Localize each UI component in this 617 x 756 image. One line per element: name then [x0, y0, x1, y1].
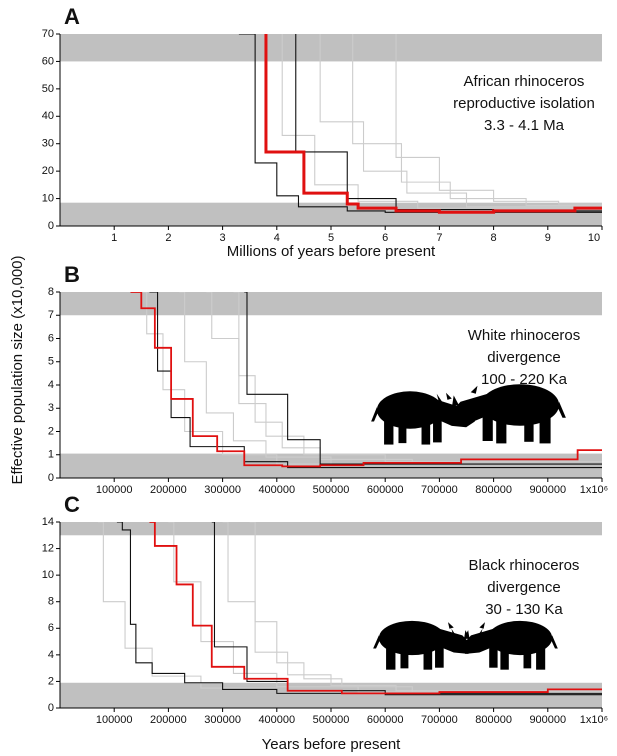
shaded-band [60, 202, 602, 226]
step-line [264, 34, 602, 214]
y-tick-label: 10 [42, 192, 54, 204]
shaded-band [60, 292, 602, 316]
x-tick-label: 3 [220, 232, 226, 244]
y-tick-label: 2 [48, 425, 54, 437]
y-tick-label: 6 [48, 332, 54, 344]
step-line [168, 522, 602, 693]
x-tick-label: 300000 [204, 484, 241, 496]
y-tick-label: 60 [42, 55, 54, 67]
shaded-band [60, 34, 602, 62]
y-tick-label: 8 [48, 286, 54, 298]
step-line [352, 34, 602, 206]
y-tick-label: 1 [48, 449, 54, 461]
y-tick-label: 20 [42, 165, 54, 177]
x-tick-label: 2 [165, 232, 171, 244]
y-axis-label: Effective population size (x10,000) [9, 255, 26, 484]
x-tick-label: 600000 [367, 484, 404, 496]
x-tick-label: 1 [111, 232, 117, 244]
x-tick-label: 600000 [367, 714, 404, 726]
y-tick-label: 0 [48, 472, 54, 484]
y-tick-label: 50 [42, 83, 54, 95]
x-tick-label: 300000 [204, 714, 241, 726]
panel-letter: B [64, 262, 80, 287]
x-tick-label: 700000 [421, 484, 458, 496]
step-line [141, 292, 602, 465]
y-tick-label: 10 [42, 569, 54, 581]
x-tick-label: 8 [491, 232, 497, 244]
annotation: divergence [487, 579, 560, 596]
step-line [319, 34, 602, 208]
y-tick-label: 30 [42, 138, 54, 150]
panel: 0 2 4 6 8 10 12 14 100000 200000 300000 400000 50000… [42, 492, 608, 753]
x-tick-label: 1x10⁶ [580, 484, 608, 496]
x-tick-label: 100000 [96, 714, 133, 726]
y-tick-label: 8 [48, 596, 54, 608]
step-line [244, 292, 602, 465]
step-line [233, 292, 602, 465]
y-tick-label: 4 [48, 649, 54, 661]
panel: 0 10 20 30 40 50 60 70 1 2 3 4 5 6 7 8 9 10 A African rhino… [42, 4, 603, 260]
annotation: 3.3 - 4.1 Ma [484, 117, 565, 134]
step-line [116, 522, 602, 694]
y-tick-label: 40 [42, 110, 54, 122]
x-axis-label: Millions of years before present [227, 243, 436, 260]
x-tick-label: 400000 [258, 714, 295, 726]
annotation: Black rhinoceros [469, 557, 580, 574]
x-tick-label: 10 [588, 232, 600, 244]
panel-letter: A [64, 4, 80, 29]
step-line [179, 292, 602, 465]
y-tick-label: 7 [48, 309, 54, 321]
x-tick-label: 800000 [475, 714, 512, 726]
x-tick-label: 800000 [475, 484, 512, 496]
x-tick-label: 700000 [421, 714, 458, 726]
step-line [149, 292, 602, 469]
x-tick-label: 1x10⁶ [580, 714, 608, 726]
y-tick-label: 2 [48, 675, 54, 687]
annotation: White rhinoceros [468, 327, 581, 344]
x-tick-label: 200000 [150, 484, 187, 496]
y-tick-label: 0 [48, 702, 54, 714]
panel: 0 1 2 3 4 5 6 7 8 100000 200000 300000 400000 500000 6… [9, 255, 608, 495]
step-line [395, 34, 602, 205]
x-tick-label: 4 [274, 232, 280, 244]
shaded-band [60, 522, 602, 536]
x-tick-label: 9 [545, 232, 551, 244]
x-tick-label: 500000 [313, 714, 350, 726]
y-tick-label: 6 [48, 622, 54, 634]
x-axis-label: Years before present [262, 736, 402, 753]
step-line [130, 292, 602, 468]
y-tick-label: 4 [48, 379, 54, 391]
x-tick-label: 900000 [529, 484, 566, 496]
x-tick-label: 400000 [258, 484, 295, 496]
panel-letter: C [64, 492, 80, 517]
step-line [149, 522, 602, 695]
y-tick-label: 14 [42, 516, 54, 528]
step-line [281, 34, 602, 209]
step-line [238, 34, 602, 213]
y-tick-label: 70 [42, 28, 54, 40]
x-tick-label: 5 [328, 232, 334, 244]
x-tick-label: 900000 [529, 714, 566, 726]
annotation: divergence [487, 349, 560, 366]
step-line [206, 292, 602, 463]
x-tick-label: 7 [436, 232, 442, 244]
annotation: reproductive isolation [453, 95, 595, 112]
x-tick-label: 6 [382, 232, 388, 244]
y-tick-label: 5 [48, 356, 54, 368]
y-tick-label: 3 [48, 402, 54, 414]
x-tick-label: 500000 [313, 484, 350, 496]
y-tick-label: 0 [48, 220, 54, 232]
x-tick-label: 100000 [96, 484, 133, 496]
y-tick-label: 12 [42, 542, 54, 554]
annotation: African rhinoceros [464, 73, 585, 90]
step-line [249, 522, 602, 693]
x-tick-label: 200000 [150, 714, 187, 726]
annotation: 30 - 130 Ka [485, 601, 563, 618]
annotation: 100 - 220 Ka [481, 371, 568, 388]
